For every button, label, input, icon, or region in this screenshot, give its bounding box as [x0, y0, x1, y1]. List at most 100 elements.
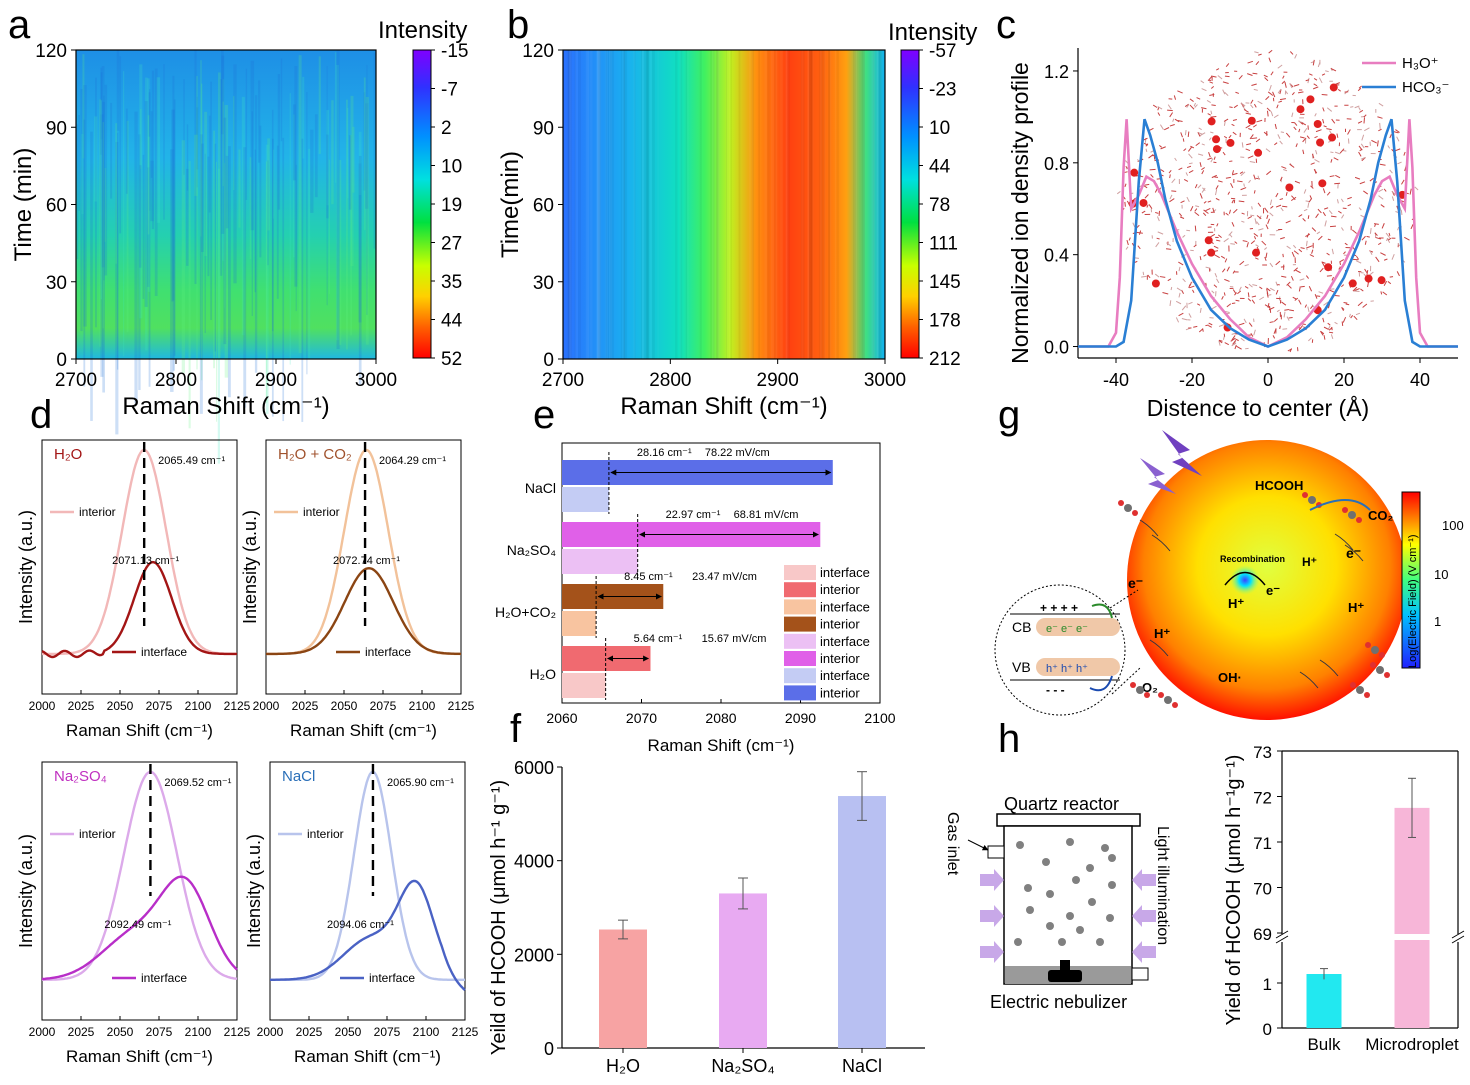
water-molecule	[1149, 127, 1154, 131]
streak	[282, 137, 285, 422]
water-molecule	[1157, 106, 1163, 110]
water-molecule	[1162, 291, 1169, 295]
water-molecule	[1201, 107, 1207, 110]
bar-2	[838, 796, 886, 1048]
recombination-label: Recombination	[1220, 554, 1285, 564]
water-molecule	[1396, 271, 1400, 277]
water-molecule	[1280, 207, 1284, 212]
water-molecule	[1336, 133, 1339, 138]
water-molecule	[1251, 206, 1253, 210]
streak	[200, 83, 203, 381]
water-molecule	[1297, 91, 1304, 94]
molecule-atom	[1371, 646, 1379, 654]
water-molecule	[1330, 159, 1333, 163]
streak	[623, 50, 626, 359]
streak	[301, 138, 304, 422]
x-tick-label: 2000	[29, 1025, 56, 1039]
streak	[363, 77, 366, 231]
water-molecule	[1181, 317, 1188, 321]
ion-sphere	[1139, 198, 1148, 207]
cb-band	[1036, 618, 1120, 636]
water-molecule	[1132, 222, 1136, 228]
streak	[575, 50, 578, 359]
water-molecule	[1252, 284, 1258, 287]
water-molecule	[1286, 281, 1291, 286]
molecule-atom	[1384, 672, 1390, 678]
water-molecule	[1310, 305, 1314, 310]
streak	[608, 50, 611, 359]
y-tick-label: 0	[544, 1039, 554, 1059]
water-molecule	[1188, 153, 1193, 159]
nebulizer-icon	[1048, 970, 1082, 982]
water-molecule	[1321, 93, 1328, 96]
water-molecule	[1169, 198, 1175, 203]
colorbar-label: 19	[441, 195, 462, 216]
droplet	[1076, 926, 1084, 934]
streak	[807, 50, 810, 359]
subpanel-title: Na₂SO₄	[54, 768, 107, 785]
spectrum-subpanel-2: 2000 2025 2050 2075 2100 2125 Raman Shift (cm⁻…	[16, 761, 251, 1066]
water-molecule	[1199, 256, 1202, 261]
streak	[185, 168, 189, 266]
water-molecule	[1414, 186, 1419, 191]
water-molecule	[1323, 335, 1326, 340]
category-label: NaCl	[842, 1056, 882, 1076]
water-molecule	[1194, 184, 1198, 189]
streak	[596, 50, 598, 359]
streak	[598, 50, 600, 359]
water-molecule	[1178, 212, 1183, 217]
peak-interior-label: 2064.29 cm⁻¹	[379, 455, 446, 467]
water-molecule	[1278, 100, 1283, 103]
water-molecule	[1284, 309, 1290, 311]
streak	[597, 50, 601, 359]
streak	[687, 50, 689, 359]
water-molecule	[1180, 200, 1185, 204]
streak	[258, 80, 261, 163]
water-molecule	[1378, 195, 1384, 200]
category-label: Bulk	[1307, 1035, 1341, 1054]
colorbar-label: 111	[929, 234, 958, 255]
water-molecule	[1347, 196, 1352, 200]
water-molecule	[1326, 128, 1332, 131]
y-axis-title: Time (min)	[10, 148, 37, 262]
water-molecule	[1247, 292, 1250, 298]
colorbar-g-10: 10	[1434, 567, 1448, 582]
water-molecule	[1259, 286, 1263, 290]
water-molecule	[1397, 226, 1400, 231]
water-molecule	[1259, 215, 1262, 220]
water-molecule	[1276, 309, 1280, 313]
interior-curve	[42, 770, 238, 981]
streak	[222, 101, 224, 187]
panel-letter-d: d	[30, 393, 52, 437]
water-molecule	[1216, 278, 1220, 284]
water-molecule	[1218, 180, 1223, 183]
streak	[780, 50, 783, 359]
water-molecule	[1330, 151, 1334, 154]
x-tick-label: 2025	[292, 699, 319, 713]
streak	[102, 101, 105, 393]
water-molecule	[1269, 262, 1274, 268]
water-molecule	[1293, 126, 1297, 131]
water-molecule	[1266, 287, 1271, 292]
water-molecule	[1240, 171, 1246, 177]
water-molecule	[1147, 274, 1151, 279]
water-molecule	[1116, 191, 1121, 195]
water-molecule	[1182, 138, 1185, 142]
water-molecule	[1276, 104, 1279, 109]
water-molecule	[1401, 179, 1405, 185]
water-molecule	[1298, 128, 1301, 133]
water-molecule	[1335, 82, 1340, 85]
water-molecule	[1362, 303, 1368, 308]
water-molecule	[1173, 95, 1177, 100]
x-tick-label: 2125	[452, 1025, 479, 1039]
water-molecule	[1190, 145, 1195, 149]
colorbar-g-1: 1	[1434, 614, 1441, 629]
water-molecule	[1316, 295, 1321, 297]
water-molecule	[1305, 246, 1308, 251]
legend-swatch	[784, 599, 816, 615]
water-molecule	[1378, 188, 1384, 193]
water-molecule	[1339, 148, 1345, 154]
streak	[801, 50, 804, 359]
y-tick-label: 71	[1253, 834, 1272, 853]
water-molecule	[1210, 116, 1217, 118]
